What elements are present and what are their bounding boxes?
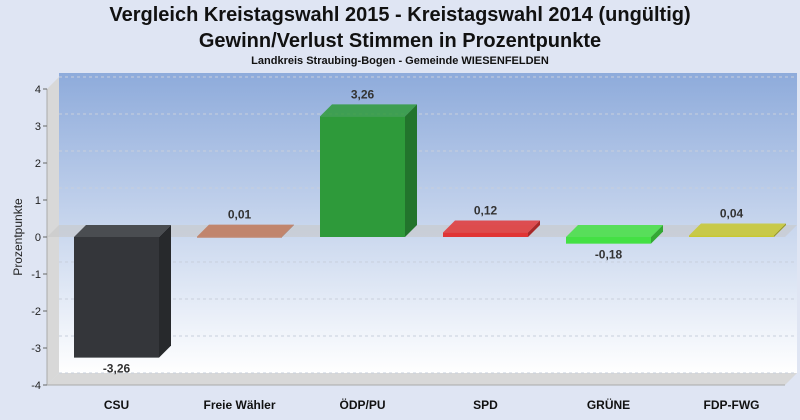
x-tick-label: ÖDP/PU xyxy=(339,397,385,412)
bar-side xyxy=(651,225,663,244)
bar-front xyxy=(74,237,159,358)
bar-front xyxy=(320,116,405,237)
bar-side xyxy=(282,224,294,237)
y-tick-label: -2 xyxy=(31,306,41,318)
data-label: 0,04 xyxy=(720,207,744,221)
x-tick-label: SPD xyxy=(473,398,498,412)
y-tick-label: 3 xyxy=(35,121,41,133)
y-tick-label: -4 xyxy=(31,380,41,392)
bar-front xyxy=(197,236,282,238)
bar-front xyxy=(689,235,774,237)
data-label: -0,18 xyxy=(595,248,623,262)
plot-background xyxy=(59,73,797,373)
bar-front xyxy=(443,232,528,237)
bar-side xyxy=(159,225,171,358)
y-axis-label: Prozentpunkte xyxy=(11,198,25,276)
x-tick-label: GRÜNE xyxy=(587,397,630,412)
data-label: 0,01 xyxy=(228,208,252,222)
floor xyxy=(47,373,797,385)
bar-top xyxy=(74,225,171,237)
x-tick-label: CSU xyxy=(104,398,129,412)
y-tick-label: 1 xyxy=(35,195,41,207)
bar-top xyxy=(443,220,540,233)
bar-top xyxy=(197,224,294,237)
y-tick-label: 0 xyxy=(35,232,41,244)
y-tick-label: 2 xyxy=(35,158,41,170)
data-label: -3,26 xyxy=(103,362,131,376)
y-tick-label: -1 xyxy=(31,269,41,281)
bar-front xyxy=(566,237,651,244)
data-label: 0,12 xyxy=(474,204,498,218)
chart-caption: Landkreis Straubing-Bogen - Gemeinde WIE… xyxy=(251,55,549,67)
bar-side xyxy=(528,220,540,237)
data-label: 3,26 xyxy=(351,87,375,101)
bar-top xyxy=(689,223,786,236)
x-tick-label: FDP-FWG xyxy=(704,398,760,412)
bar-side xyxy=(405,104,417,237)
chart-title: Vergleich Kreistagswahl 2015 - Kreistags… xyxy=(109,4,691,26)
bar-side xyxy=(774,223,786,237)
bar-top xyxy=(320,104,417,117)
y-tick-label: -3 xyxy=(31,343,41,355)
y-tick-label: 4 xyxy=(35,84,41,96)
chart-subtitle: Gewinn/Verlust Stimmen in Prozentpunkte xyxy=(198,30,602,52)
bar-top xyxy=(566,225,663,237)
x-tick-label: Freie Wähler xyxy=(203,398,275,412)
